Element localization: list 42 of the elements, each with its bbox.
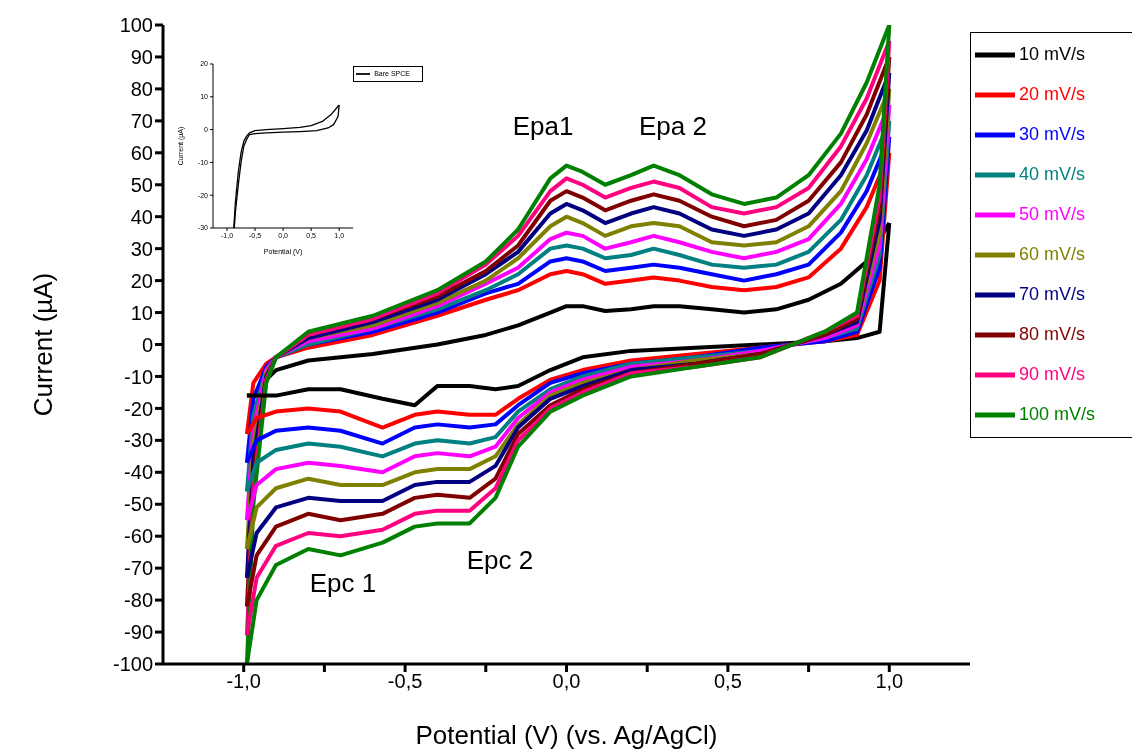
y-tick-label: -90: [124, 621, 153, 644]
y-tick-label: 40: [130, 205, 153, 228]
y-tick-label: 100: [119, 14, 153, 37]
y-tick-label: -60: [124, 525, 153, 548]
y-tick-label: -100: [112, 653, 153, 676]
y-tick-label: 50: [130, 173, 153, 196]
legend-label: 70 mV/s: [1019, 283, 1086, 304]
legend-label: 50 mV/s: [1019, 203, 1086, 224]
y-tick-label: -10: [124, 365, 153, 388]
annotation: Epa 2: [639, 110, 707, 141]
legend-label: 30 mV/s: [1019, 123, 1086, 144]
y-tick-label: 60: [130, 141, 153, 164]
y-tick-label: 0: [141, 333, 153, 356]
y-axis-title: Current (µA): [28, 272, 59, 417]
annotation: Epc 2: [466, 544, 534, 575]
x-tick-label: 0,5: [713, 670, 742, 693]
legend-label: 40 mV/s: [1019, 163, 1086, 184]
legend-label: 10 mV/s: [1019, 43, 1086, 64]
y-tick-label: -30: [124, 429, 153, 452]
legend-label: 100 mV/s: [1019, 403, 1096, 424]
y-tick-label: 90: [130, 46, 153, 69]
x-tick-label: -1,0: [226, 670, 261, 693]
legend-label: 90 mV/s: [1019, 363, 1086, 384]
x-axis-title: Potential (V) (vs. Ag/AgCl): [415, 720, 718, 750]
legend-label: 20 mV/s: [1019, 83, 1086, 104]
y-tick-label: -20: [124, 397, 153, 420]
x-tick-label: 0,0: [552, 670, 581, 693]
y-tick-label: -70: [124, 557, 153, 580]
y-tick-label: 30: [130, 237, 153, 260]
legend-label: 80 mV/s: [1019, 323, 1086, 344]
x-tick-label: -0,5: [387, 670, 423, 693]
y-tick-label: 80: [130, 78, 153, 100]
annotation: Epc 1: [309, 567, 377, 598]
y-tick-label: 20: [130, 269, 153, 292]
legend-label: 60 mV/s: [1019, 243, 1086, 264]
y-tick-label: 10: [130, 301, 153, 324]
annotation: Epa1: [512, 110, 574, 141]
y-tick-label: -40: [124, 461, 153, 484]
y-tick-label: -80: [124, 589, 153, 612]
y-tick-label: 70: [130, 109, 153, 132]
x-tick-label: 1,0: [875, 670, 904, 693]
y-tick-label: -50: [124, 493, 153, 516]
